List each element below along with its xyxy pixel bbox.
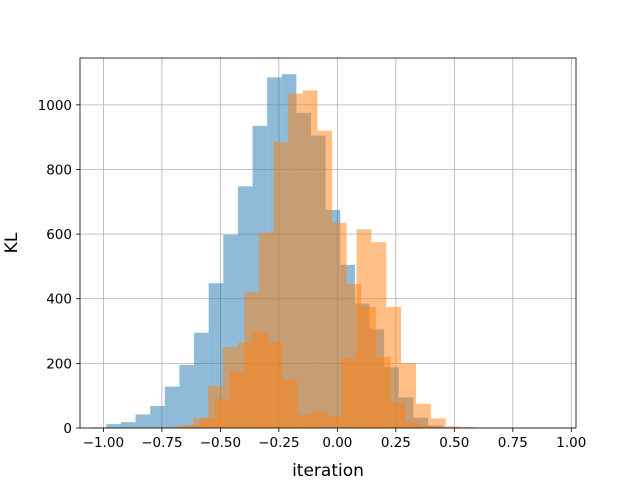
y-axis-label: KL	[2, 232, 22, 253]
histogram-bar	[106, 424, 121, 428]
histogram-bar	[302, 90, 318, 429]
histogram-bar	[326, 416, 342, 428]
histogram-bar	[120, 422, 136, 428]
plot-frame	[79, 57, 577, 429]
histogram-bar	[341, 358, 357, 428]
histogram-bar	[311, 411, 327, 428]
x-tick-label: −0.25	[258, 435, 299, 451]
histogram-bar	[179, 364, 195, 428]
x-tick-label: 1.00	[556, 435, 586, 451]
histogram-bar	[282, 379, 298, 428]
histogram-bar	[237, 342, 253, 428]
histogram-bar	[430, 418, 446, 428]
histogram-bar	[150, 406, 165, 428]
x-axis-label: iteration	[292, 461, 364, 480]
histogram-bar	[317, 130, 333, 428]
x-tick-label: −0.50	[200, 435, 241, 451]
histogram-bar	[445, 426, 461, 428]
histogram-bar	[222, 347, 238, 428]
x-tick-label: 0.75	[498, 435, 528, 451]
histogram-bar	[207, 385, 223, 428]
histogram-bars	[91, 74, 476, 429]
histogram-bar	[164, 386, 180, 428]
histogram-bar	[288, 93, 303, 429]
histogram-bar	[178, 425, 194, 428]
y-tick-label: 800	[46, 162, 72, 178]
x-tick-label: 0.25	[381, 435, 411, 451]
x-tick-label: −0.75	[141, 435, 182, 451]
y-tick-label: 200	[46, 356, 72, 372]
histogram-bar	[386, 306, 402, 428]
y-tick-label: 400	[46, 292, 72, 308]
histogram-bar	[356, 229, 372, 428]
histogram-bar	[252, 332, 268, 428]
histogram-bar	[193, 418, 208, 428]
histogram-bar	[267, 342, 283, 428]
x-tick-label: −1.00	[83, 435, 124, 451]
axis-ticks: −1.00 −0.75 −0.50 −0.25 0.00 0.25 0.50 0.75 1.00…	[38, 98, 587, 451]
histogram-bar	[401, 363, 416, 428]
histogram-bar	[371, 242, 387, 428]
x-tick-label: 0.50	[439, 435, 469, 451]
y-tick-label: 600	[46, 227, 72, 243]
histogram-bar	[415, 403, 431, 428]
y-tick-label: 1000	[38, 98, 72, 114]
histogram-bar	[460, 427, 476, 428]
y-tick-label: 0	[63, 421, 72, 437]
histogram-bar	[194, 332, 209, 428]
x-tick-label: 0.00	[322, 435, 352, 451]
histogram-bar	[297, 415, 312, 428]
histogram-bar	[135, 414, 151, 428]
